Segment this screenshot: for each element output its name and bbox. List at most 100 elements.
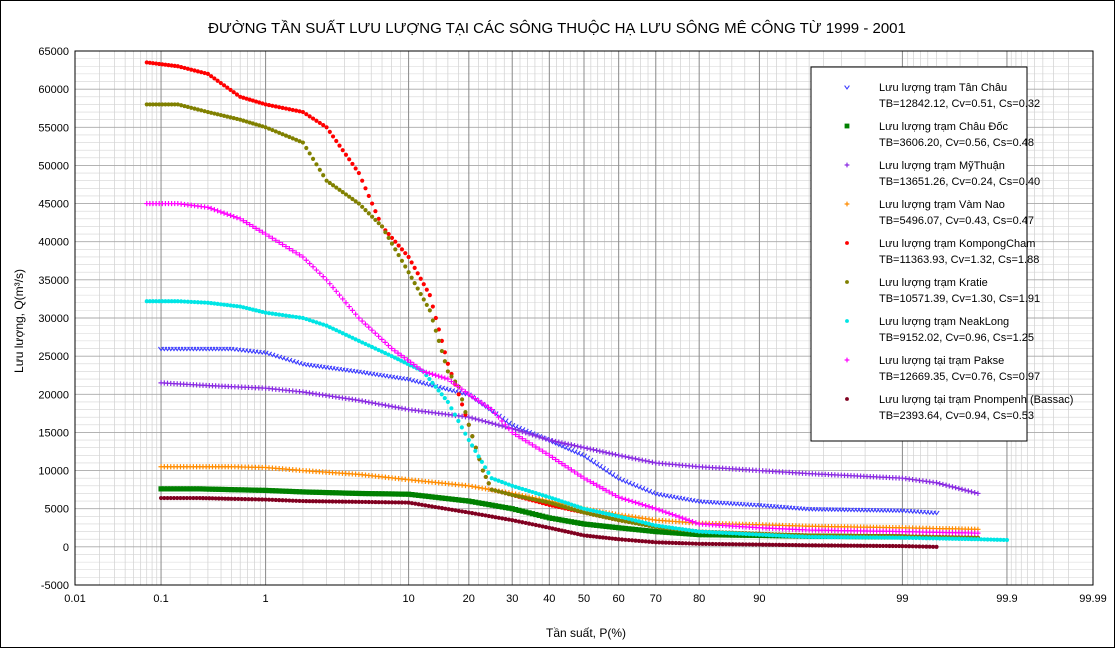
data-point bbox=[398, 352, 404, 358]
legend-series-name: Lưu lượng tại trạm Pakse bbox=[879, 355, 1004, 367]
data-point bbox=[219, 496, 225, 501]
data-point bbox=[673, 513, 679, 519]
data-point bbox=[777, 533, 782, 538]
data-point bbox=[445, 369, 450, 374]
data-point bbox=[412, 492, 418, 498]
data-point bbox=[947, 536, 952, 541]
data-point bbox=[953, 485, 959, 491]
data-point bbox=[359, 490, 365, 497]
data-point bbox=[466, 414, 472, 420]
data-point bbox=[931, 536, 936, 541]
data-point bbox=[236, 496, 241, 502]
data-point bbox=[164, 486, 171, 492]
data-point bbox=[632, 483, 639, 489]
data-point bbox=[259, 487, 265, 493]
data-point bbox=[829, 535, 834, 540]
data-point bbox=[429, 494, 435, 500]
data-point bbox=[563, 529, 568, 534]
data-point bbox=[844, 201, 850, 207]
data-point bbox=[329, 490, 336, 496]
data-point bbox=[343, 300, 349, 306]
data-point bbox=[632, 499, 639, 506]
data-point bbox=[263, 310, 268, 315]
data-point bbox=[479, 418, 485, 424]
data-point bbox=[643, 502, 649, 509]
data-point bbox=[864, 543, 870, 548]
data-point bbox=[887, 535, 892, 540]
data-point bbox=[430, 318, 435, 323]
data-point bbox=[563, 500, 568, 505]
data-point bbox=[543, 450, 549, 456]
data-point bbox=[529, 442, 536, 448]
data-point bbox=[673, 540, 678, 546]
data-point bbox=[448, 378, 454, 385]
data-point bbox=[633, 538, 638, 543]
data-point bbox=[835, 535, 841, 540]
data-point bbox=[950, 536, 955, 541]
data-point bbox=[988, 537, 993, 542]
data-point bbox=[428, 383, 436, 388]
data-point bbox=[676, 514, 682, 520]
data-point bbox=[386, 232, 391, 237]
data-point bbox=[763, 542, 769, 547]
data-point bbox=[963, 536, 968, 542]
data-point bbox=[940, 481, 946, 488]
data-point bbox=[445, 399, 450, 404]
data-point bbox=[643, 520, 648, 526]
data-point bbox=[238, 94, 243, 99]
data-point bbox=[636, 519, 641, 524]
data-point bbox=[483, 513, 488, 518]
data-point bbox=[389, 235, 395, 240]
data-point bbox=[585, 507, 590, 512]
data-point bbox=[593, 461, 600, 467]
data-point bbox=[924, 536, 929, 541]
data-point bbox=[730, 531, 735, 536]
data-point bbox=[221, 113, 227, 118]
data-point bbox=[530, 522, 535, 527]
data-point bbox=[663, 509, 669, 515]
data-point bbox=[998, 537, 1003, 542]
data-point bbox=[340, 148, 345, 153]
data-point bbox=[807, 543, 812, 548]
data-point bbox=[519, 429, 525, 435]
data-point bbox=[753, 542, 759, 547]
data-point bbox=[543, 494, 549, 499]
data-point bbox=[360, 499, 365, 504]
x-tick-label: 99.99 bbox=[1079, 593, 1107, 605]
data-point bbox=[523, 487, 528, 493]
data-point bbox=[327, 180, 332, 186]
data-point bbox=[270, 311, 275, 316]
data-point bbox=[280, 105, 285, 110]
data-point bbox=[533, 444, 539, 450]
data-point bbox=[855, 535, 860, 540]
data-point bbox=[568, 442, 574, 448]
data-point bbox=[376, 347, 381, 353]
data-point bbox=[415, 379, 422, 385]
data-point bbox=[562, 463, 568, 469]
data-point bbox=[575, 520, 581, 526]
data-point bbox=[215, 112, 220, 117]
data-point bbox=[803, 543, 808, 548]
data-point bbox=[202, 109, 207, 114]
data-point bbox=[221, 302, 227, 307]
data-point bbox=[683, 516, 689, 522]
data-point bbox=[546, 452, 552, 458]
data-point bbox=[473, 511, 478, 516]
data-point bbox=[445, 361, 450, 366]
y-axis-ticks: 6500060000550005000045000400003500030000… bbox=[38, 46, 69, 592]
data-point bbox=[499, 479, 505, 485]
data-point bbox=[386, 500, 391, 505]
data-point bbox=[456, 392, 461, 397]
data-point bbox=[773, 533, 779, 538]
data-point bbox=[575, 471, 581, 477]
data-point bbox=[380, 500, 385, 505]
data-point bbox=[286, 246, 292, 252]
data-point bbox=[600, 486, 606, 492]
data-point bbox=[489, 420, 495, 426]
legend-series-name: Lưu lượng trạm KompongCham bbox=[879, 238, 1035, 250]
data-point bbox=[266, 497, 272, 502]
data-point bbox=[503, 491, 508, 496]
data-point bbox=[506, 482, 511, 487]
data-point bbox=[737, 531, 742, 536]
data-point bbox=[523, 509, 529, 515]
